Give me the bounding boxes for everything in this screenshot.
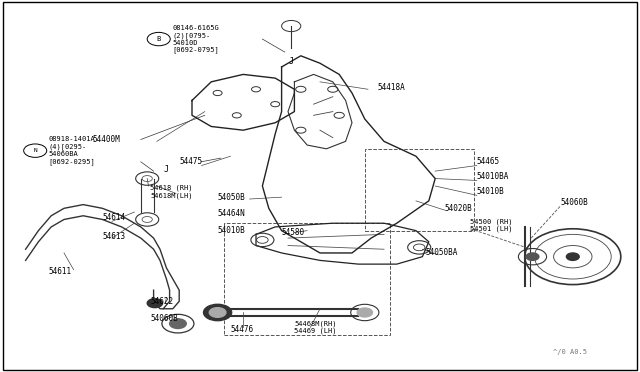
Text: J: J (164, 165, 169, 174)
Circle shape (204, 304, 232, 321)
Text: 54464N: 54464N (218, 209, 245, 218)
Text: 08146-6165G
(2)[0795-
54010D
[0692-0795]: 08146-6165G (2)[0795- 54010D [0692-0795] (173, 25, 220, 53)
Text: 54020B: 54020B (445, 204, 472, 213)
Text: 54400M: 54400M (93, 135, 120, 144)
Circle shape (170, 319, 186, 328)
Text: ^/0 A0.5: ^/0 A0.5 (552, 349, 587, 355)
Text: 54611: 54611 (48, 267, 71, 276)
Text: 54613: 54613 (102, 232, 125, 241)
Text: 54475: 54475 (179, 157, 202, 166)
FancyBboxPatch shape (3, 2, 637, 370)
Text: 54060B: 54060B (150, 314, 178, 323)
Circle shape (357, 308, 372, 317)
Text: 54580: 54580 (282, 228, 305, 237)
Text: B: B (157, 36, 161, 42)
Text: 54476: 54476 (230, 325, 253, 334)
Circle shape (147, 299, 163, 308)
Text: 54010B: 54010B (477, 187, 504, 196)
Text: 54618 (RH)
54618M(LH): 54618 (RH) 54618M(LH) (150, 185, 193, 199)
Text: 54622: 54622 (150, 297, 173, 306)
Text: 54614: 54614 (102, 213, 125, 222)
Text: 54465: 54465 (477, 157, 500, 166)
Text: 54060B: 54060B (560, 198, 588, 207)
Text: 54010B: 54010B (218, 226, 245, 235)
Text: 08918-1401A
(4)[0295-
54060BA
[0692-0295]: 08918-1401A (4)[0295- 54060BA [0692-0295… (49, 137, 95, 165)
Text: 54418A: 54418A (378, 83, 405, 92)
Text: 54468M(RH)
54469 (LH): 54468M(RH) 54469 (LH) (294, 320, 337, 334)
Text: 54010BA: 54010BA (477, 172, 509, 181)
Circle shape (566, 253, 579, 260)
Circle shape (526, 253, 539, 260)
Circle shape (209, 308, 226, 317)
Text: 54500 (RH)
54501 (LH): 54500 (RH) 54501 (LH) (470, 218, 513, 232)
Text: J: J (289, 57, 294, 66)
Text: 54050B: 54050B (218, 193, 245, 202)
Text: N: N (33, 148, 37, 153)
Text: 54050BA: 54050BA (426, 248, 458, 257)
